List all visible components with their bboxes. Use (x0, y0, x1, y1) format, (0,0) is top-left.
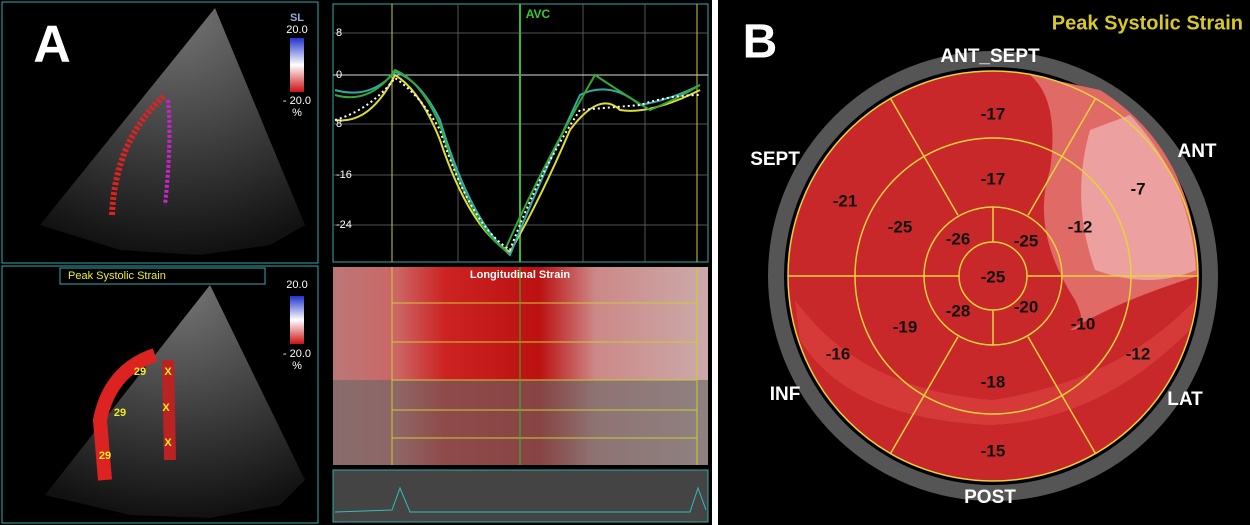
mid-value: -17 (981, 169, 1006, 188)
event-label: AVC (526, 7, 551, 21)
scale-unit: % (292, 107, 302, 119)
panel-label: A (33, 16, 71, 74)
apex-value: -25 (981, 267, 1006, 286)
scale-max: 20.0 (286, 24, 307, 36)
scale-min: - 20.0 (283, 348, 311, 360)
wall-label: LAT (1167, 389, 1203, 410)
scale-title: SL (290, 12, 304, 24)
basal-value: -17 (981, 104, 1006, 123)
wall-label: ANT_SEPT (940, 46, 1040, 67)
banner: Peak Systolic Strain (68, 270, 166, 282)
segment-mark: X (164, 437, 172, 449)
apical-value: -28 (946, 301, 971, 320)
basal-value: -15 (981, 441, 1006, 460)
mid-value: -18 (981, 372, 1006, 391)
page: SL 20.0 - 20.0 % A Peak Systolic Strain … (0, 0, 1250, 525)
wall-label: POST (964, 487, 1016, 508)
apical-value: -25 (1014, 231, 1039, 250)
segment-mark: 29 (99, 450, 111, 462)
y-label: 0 (336, 69, 342, 81)
scale-unit: % (292, 360, 302, 372)
basal-value: -21 (833, 191, 858, 210)
strain-map-title: Longitudinal Strain (470, 269, 570, 281)
basal-value: -16 (826, 344, 851, 363)
mid-value: -19 (893, 317, 918, 336)
figure: SL 20.0 - 20.0 % A Peak Systolic Strain … (0, 0, 1250, 525)
y-label: -16 (336, 169, 352, 181)
color-bar (290, 296, 304, 344)
mid-value: -25 (888, 217, 913, 236)
scale-max: 20.0 (286, 279, 307, 291)
basal-value: -12 (1126, 344, 1151, 363)
segment-mark: 29 (134, 366, 146, 378)
segment-mark: X (164, 366, 172, 378)
bullseye-title: Peak Systolic Strain (1052, 12, 1243, 34)
wall-label: SEPT (750, 149, 800, 170)
segment-mark: X (162, 402, 170, 414)
panel-label: B (743, 16, 778, 69)
mid-value: -10 (1071, 314, 1096, 333)
m-mode-strip (333, 470, 708, 522)
y-label: 8 (336, 27, 342, 39)
apical-value: -20 (1014, 297, 1039, 316)
wall-label: INF (770, 384, 801, 405)
apical-value: -26 (946, 229, 971, 248)
mid-value: -12 (1068, 217, 1093, 236)
segment-mark: 29 (114, 407, 126, 419)
y-label: -24 (336, 219, 352, 231)
basal-value: -7 (1130, 179, 1145, 198)
y-label: 8 (336, 118, 342, 130)
color-bar (290, 38, 304, 92)
scale-min: - 20.0 (283, 95, 311, 107)
wall-label: ANT (1177, 141, 1216, 162)
